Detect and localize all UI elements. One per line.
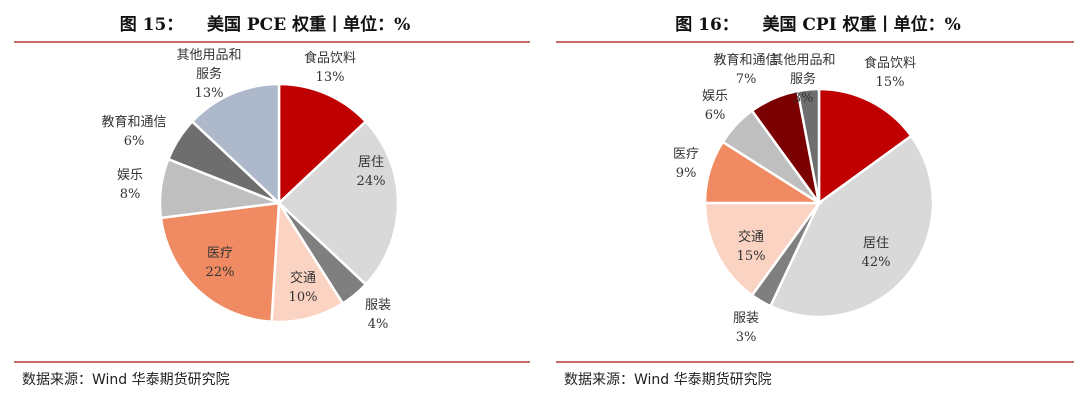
pie-slice-3 (270, 199, 345, 324)
pie-slice-7 (796, 87, 821, 204)
slice-label-5: 娱乐 8% (117, 168, 143, 202)
cpi-title-rule (556, 41, 1074, 43)
slice-label-0: 食品饮料 13% (304, 50, 356, 85)
pce-title-rule (14, 41, 530, 43)
cpi-source-note: 数据来源：Wind 华泰期货研究院 (564, 372, 772, 388)
pce-pie-chart: 食品饮料 13% 居住 24% 服装 4% 交通 10% 医疗 22% 娱乐 8% 教育和通信 6% 其他用… (101, 48, 400, 332)
slice-label-3: 交通 15% (737, 229, 766, 264)
slice-label-1: 居住 24% (357, 155, 386, 189)
pie-slice-1 (277, 119, 400, 287)
pie-slice-0 (277, 82, 368, 206)
slice-label-7: 其他用品和服务 3% (770, 53, 835, 106)
pce-source-note: 数据来源：Wind 华泰期货研究院 (22, 372, 230, 388)
slice-label-2: 服装 4% (365, 298, 391, 332)
slice-label-4: 医疗 9% (673, 147, 699, 181)
slice-label-1: 居住 42% (862, 236, 891, 270)
pie-slice-3 (703, 201, 822, 297)
pce-source-rule (14, 361, 530, 363)
pie-slice-1 (768, 134, 935, 319)
pie-slice-7 (190, 82, 281, 206)
slice-label-7: 其他用品和服务 13% (176, 48, 241, 101)
slice-label-6: 教育和通信 6% (101, 114, 166, 149)
slice-label-2: 服装 3% (733, 311, 759, 345)
pce-chart-title: 图 15： 美国 PCE 权重丨单位：% (119, 15, 411, 35)
slice-label-5: 娱乐 6% (702, 89, 728, 123)
slice-label-0: 食品饮料 15% (864, 55, 916, 90)
slice-label-6: 教育和通信 7% (713, 52, 778, 87)
cpi-chart-title: 图 16： 美国 CPI 权重丨单位：% (675, 15, 961, 35)
cpi-source-rule (556, 361, 1074, 363)
pie-slice-0 (817, 87, 913, 206)
slice-label-3: 交通 10% (289, 270, 318, 305)
slice-label-4: 医疗 22% (206, 246, 235, 280)
pce-panel: 图 15： 美国 PCE 权重丨单位：% 食品饮料 13% 居住 24% 服装 4% 交通 1… (0, 0, 530, 402)
pie-slice-4 (159, 201, 281, 324)
cpi-panel: 图 16： 美国 CPI 权重丨单位：% 食品饮料 15% 居住 42% 服装 3% 交通 1… (556, 0, 1080, 402)
cpi-pie-chart: 食品饮料 15% 居住 42% 服装 3% 交通 15% 医疗 9%娱乐 6%教育和通信 7%其他用品… (673, 52, 935, 345)
